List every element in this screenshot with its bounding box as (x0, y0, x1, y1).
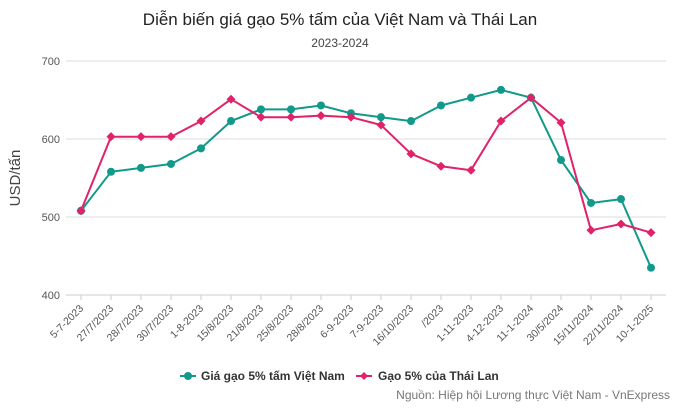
y-axis-label: USD/tấn (7, 150, 24, 207)
chart-title: Diễn biến giá gạo 5% tấm của Việt Nam và… (143, 10, 537, 29)
data-point-thailand[interactable] (286, 112, 296, 122)
data-point-vietnam[interactable] (557, 156, 565, 165)
y-tick-label: 600 (42, 134, 60, 146)
legend-marker-vietnam (184, 372, 192, 380)
y-tick-label: 700 (42, 56, 60, 68)
data-point-vietnam[interactable] (227, 117, 235, 126)
series-line-vietnam (80, 88, 652, 269)
data-point-vietnam[interactable] (587, 198, 595, 207)
series-line-thailand (80, 96, 652, 234)
data-point-thailand[interactable] (76, 206, 86, 216)
data-point-vietnam[interactable] (437, 101, 445, 110)
legend-item-thailand[interactable]: Gạo 5% của Thái Lan (356, 369, 499, 383)
data-point-vietnam[interactable] (167, 159, 175, 168)
data-point-thailand[interactable] (556, 118, 566, 128)
data-point-vietnam[interactable] (617, 195, 625, 204)
data-point-vietnam[interactable] (377, 113, 385, 122)
legend-item-vietnam[interactable]: Giá gạo 5% tấm Việt Nam (180, 369, 345, 383)
data-point-vietnam[interactable] (257, 105, 265, 114)
source-credit: Nguồn: Hiệp hội Lương thực Việt Nam - Vn… (396, 388, 670, 402)
data-point-vietnam[interactable] (407, 117, 415, 126)
data-point-thailand[interactable] (166, 132, 176, 142)
data-point-thailand[interactable] (646, 228, 656, 238)
data-point-thailand[interactable] (406, 149, 416, 159)
data-point-vietnam[interactable] (317, 101, 325, 110)
data-point-thailand[interactable] (376, 120, 386, 130)
chart-subtitle: 2023-2024 (311, 36, 369, 50)
data-point-thailand[interactable] (436, 161, 446, 171)
data-point-thailand[interactable] (466, 165, 476, 175)
y-tick-label: 400 (42, 290, 60, 302)
legend-label-thailand: Gạo 5% của Thái Lan (378, 369, 499, 383)
data-point-thailand[interactable] (346, 112, 356, 122)
data-point-thailand[interactable] (496, 116, 506, 126)
y-tick-label: 500 (42, 212, 60, 224)
data-point-vietnam[interactable] (287, 105, 295, 114)
x-tick-labels: 5-7-202327/7/202328/7/202330/7/20231-8-2… (48, 295, 656, 348)
data-point-vietnam[interactable] (467, 93, 475, 102)
data-point-thailand[interactable] (526, 93, 536, 103)
data-point-thailand[interactable] (196, 116, 206, 126)
data-point-vietnam[interactable] (137, 163, 145, 172)
data-point-thailand[interactable] (586, 225, 596, 235)
grid-lines (66, 60, 666, 296)
data-point-thailand[interactable] (256, 112, 266, 122)
data-point-vietnam[interactable] (647, 263, 655, 272)
legend[interactable]: Giá gạo 5% tấm Việt Nam Gạo 5% của Thái … (180, 369, 499, 383)
series-lines (80, 88, 652, 269)
data-point-thailand[interactable] (616, 219, 626, 229)
y-tick-labels: 400 500 600 700 (42, 56, 60, 302)
legend-marker-thailand (360, 372, 368, 380)
data-point-thailand[interactable] (226, 94, 236, 104)
series-markers (76, 85, 656, 272)
data-point-vietnam[interactable] (497, 85, 505, 94)
data-point-vietnam[interactable] (197, 144, 205, 153)
data-point-thailand[interactable] (136, 132, 146, 142)
data-point-thailand[interactable] (316, 111, 326, 121)
data-point-vietnam[interactable] (107, 167, 115, 176)
legend-label-vietnam: Giá gạo 5% tấm Việt Nam (201, 369, 345, 383)
data-point-thailand[interactable] (106, 132, 116, 142)
x-tick-label: /2023 (419, 303, 446, 330)
